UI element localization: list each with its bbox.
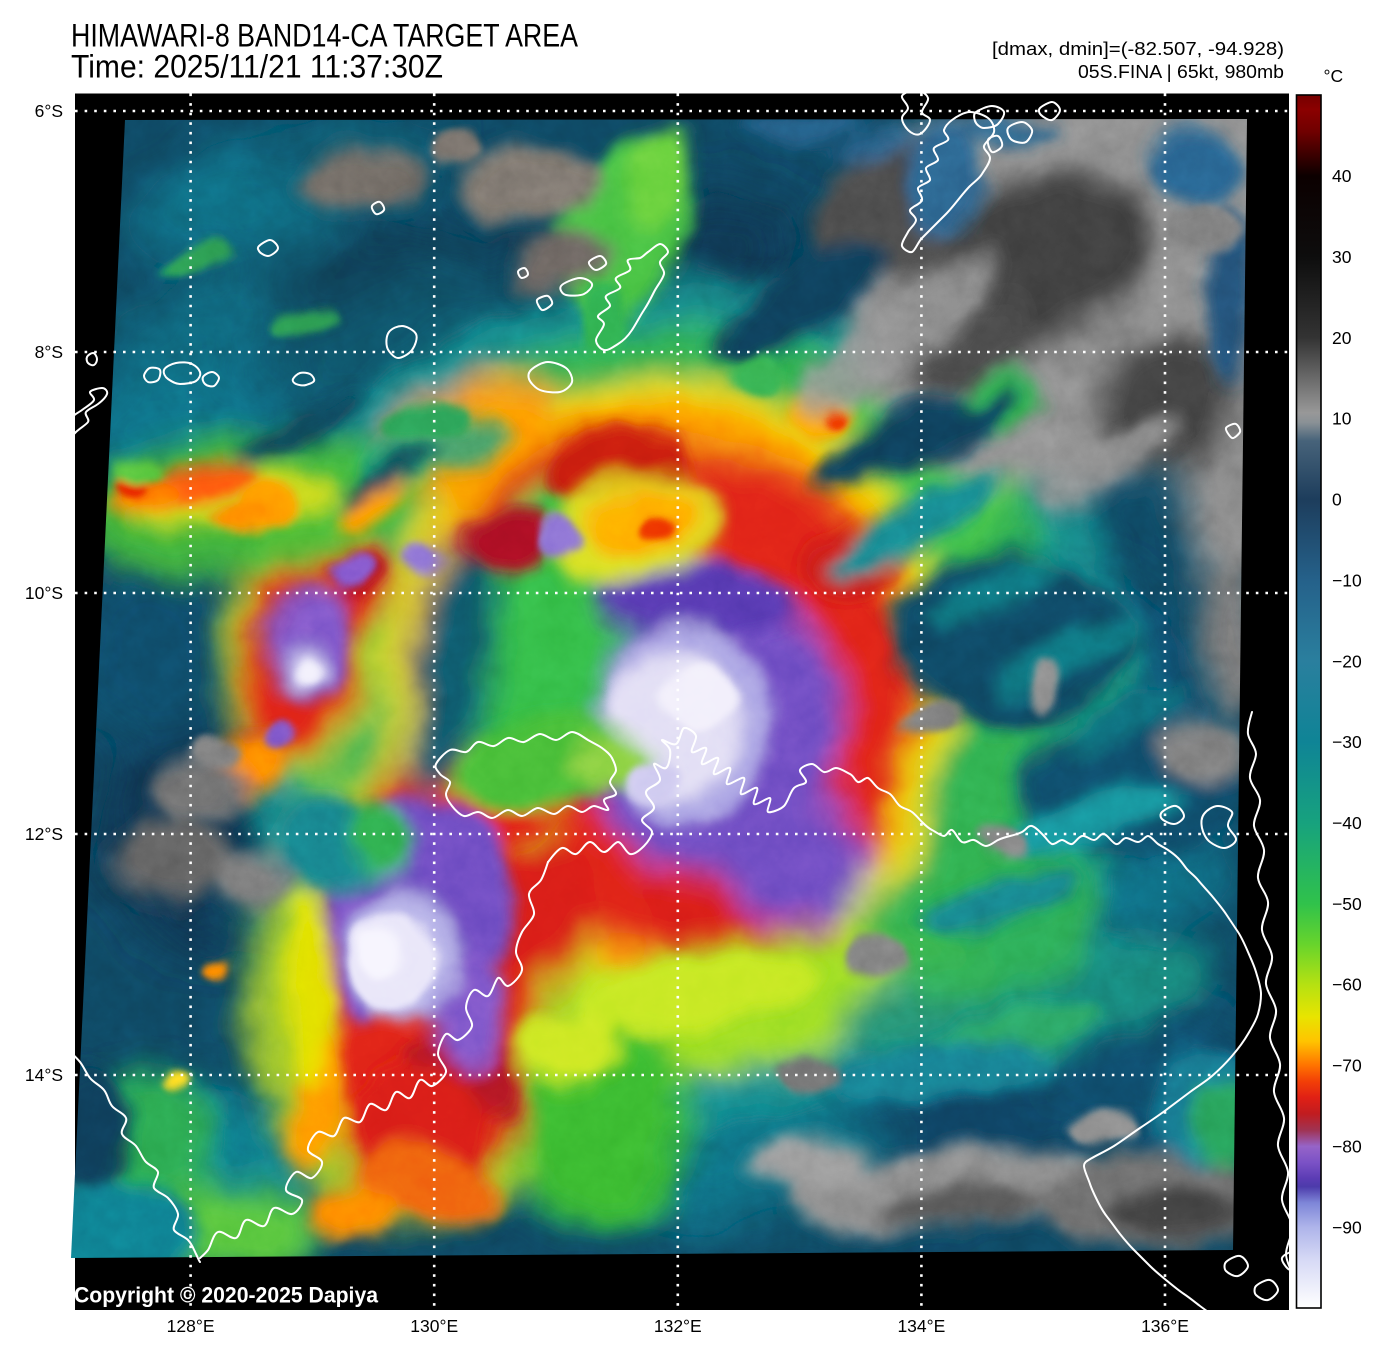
svg-text:−70: −70 bbox=[1332, 1056, 1362, 1076]
svg-text:10: 10 bbox=[1332, 409, 1352, 429]
svg-text:°C: °C bbox=[1324, 66, 1344, 86]
svg-text:40: 40 bbox=[1332, 166, 1352, 186]
svg-text:12°S: 12°S bbox=[25, 824, 63, 844]
svg-text:14°S: 14°S bbox=[25, 1065, 63, 1085]
svg-text:−30: −30 bbox=[1332, 732, 1362, 752]
svg-text:130°E: 130°E bbox=[410, 1316, 458, 1336]
svg-text:−60: −60 bbox=[1332, 975, 1362, 995]
svg-text:−20: −20 bbox=[1332, 651, 1362, 671]
svg-text:10°S: 10°S bbox=[25, 583, 63, 603]
svg-text:8°S: 8°S bbox=[35, 342, 63, 362]
svg-text:20: 20 bbox=[1332, 328, 1352, 348]
svg-text:128°E: 128°E bbox=[167, 1316, 215, 1336]
svg-text:Copyright © 2020-2025 Dapiya: Copyright © 2020-2025 Dapiya bbox=[74, 1283, 379, 1308]
svg-text:−80: −80 bbox=[1332, 1137, 1362, 1157]
svg-text:Time: 2025/11/21 11:37:30Z: Time: 2025/11/21 11:37:30Z bbox=[71, 49, 443, 85]
svg-text:136°E: 136°E bbox=[1141, 1316, 1189, 1336]
svg-text:HIMAWARI-8 BAND14-CA TARGET AR: HIMAWARI-8 BAND14-CA TARGET AREA bbox=[71, 18, 579, 54]
svg-text:−10: −10 bbox=[1332, 570, 1362, 590]
svg-text:134°E: 134°E bbox=[897, 1316, 945, 1336]
svg-text:132°E: 132°E bbox=[654, 1316, 702, 1336]
svg-text:05S.FINA | 65kt, 980mb: 05S.FINA | 65kt, 980mb bbox=[1078, 62, 1284, 82]
svg-text:−50: −50 bbox=[1332, 894, 1362, 914]
svg-text:30: 30 bbox=[1332, 247, 1352, 267]
svg-text:−40: −40 bbox=[1332, 813, 1362, 833]
svg-text:6°S: 6°S bbox=[35, 101, 63, 121]
svg-text:[dmax, dmin]=(-82.507, -94.928: [dmax, dmin]=(-82.507, -94.928) bbox=[992, 39, 1284, 59]
svg-text:−90: −90 bbox=[1332, 1217, 1362, 1237]
svg-text:0: 0 bbox=[1332, 490, 1342, 510]
